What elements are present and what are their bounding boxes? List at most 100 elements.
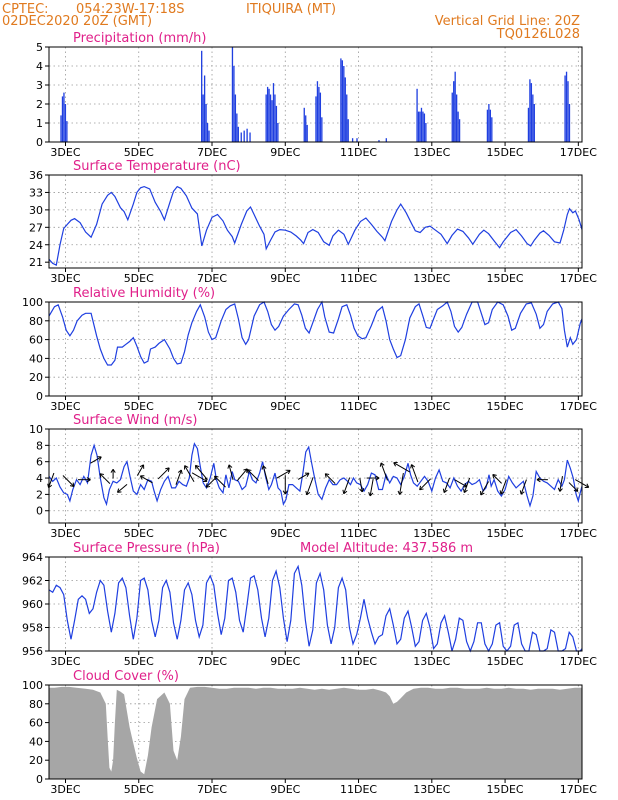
wind-arrow-head (442, 488, 445, 493)
wind-arrow-13 (194, 464, 208, 481)
wind-arrow-head (492, 474, 495, 479)
wind-arrow-head (379, 462, 382, 467)
wind-arrow-head (519, 490, 522, 495)
wind-arrow-33 (419, 478, 432, 491)
wind-arrow-shaft (343, 477, 351, 494)
x-tick-label: 11DEC (340, 783, 377, 796)
wind-arrow-8 (139, 475, 153, 484)
wind-arrow-shaft (99, 473, 111, 484)
panel-5: Surface Pressure (hPa) 956 958 960 962 964 3DE… (22, 541, 597, 668)
precip-bar-31 (305, 115, 307, 142)
x-tick-label: 17DEC (560, 783, 597, 796)
wind-arrow-head (195, 464, 200, 468)
y-tick-label: 4 (36, 60, 43, 73)
precip-bar-54 (425, 123, 427, 142)
y-tick-label: 20 (29, 754, 43, 767)
x-tick-label: 15DEC (487, 527, 524, 540)
model-altitude-label: Model Altitude: 437.586 m (300, 541, 473, 556)
precip-bar-34 (316, 81, 319, 142)
precip-bar-57 (454, 71, 456, 142)
precip-bar-28 (275, 105, 278, 142)
wind-arrow-shaft (205, 477, 217, 488)
wind-arrow-22 (297, 472, 310, 480)
precip-bar-25 (271, 100, 273, 142)
precip-bar-8 (203, 75, 206, 142)
cloud-cover-area (49, 686, 582, 779)
wind-arrow-shaft (380, 462, 388, 481)
x-tick-label: 17DEC (560, 146, 597, 159)
precip-bar-26 (272, 83, 275, 142)
wind-arrow-head (287, 470, 291, 475)
x-tick-label: 15DEC (487, 655, 524, 668)
wind-arrow-12 (191, 472, 208, 483)
wind-arrow-4 (99, 473, 111, 484)
precip-bar-62 (488, 104, 490, 142)
wind-arrow-5 (110, 468, 116, 479)
x-tick-label: 7DEC (197, 655, 227, 668)
panel-frame (48, 428, 583, 524)
wind-arrow-head (47, 483, 50, 488)
wind-arrow-shaft (454, 479, 468, 488)
wind-arrow-42 (557, 476, 563, 492)
x-tick-label: 13DEC (413, 527, 450, 540)
wind-arrow-shaft (568, 482, 579, 492)
x-tick-label: 3DEC (50, 527, 80, 540)
x-tick-label: 13DEC (413, 655, 450, 668)
wind-arrow-shaft (419, 478, 432, 491)
y-tick-label: 27 (29, 221, 43, 234)
y-tick-label: 10 (29, 423, 43, 436)
wind-arrow-shaft (399, 472, 404, 495)
y-tick-label: 36 (29, 169, 43, 182)
wind-arrow-head (306, 473, 310, 478)
precip-bar-17 (240, 132, 242, 142)
wind-arrow-head (305, 490, 308, 495)
wind-arrow-shaft (140, 475, 153, 484)
wind-arrow-head (586, 483, 590, 488)
wind-arrow-head (464, 489, 468, 493)
wind-arrow-head (410, 464, 412, 469)
precip-bar-18 (243, 130, 245, 142)
y-tick-label: 30 (29, 204, 43, 217)
y-tick-label: 3 (36, 79, 43, 92)
wind-arrow-head (227, 464, 230, 469)
precip-bar-71 (565, 71, 568, 142)
precip-bar-42 (346, 94, 348, 142)
precip-bar-14 (234, 94, 237, 142)
wind-arrow-head (324, 473, 327, 478)
x-tick-label: 5DEC (124, 783, 154, 796)
y-tick-label: 2 (36, 98, 43, 111)
wind-arrow-head (112, 468, 116, 473)
wind-arrow-head (69, 485, 75, 488)
wind-arrow-head (206, 485, 211, 488)
y-tick-label: 956 (22, 645, 43, 658)
wind-arrow-shaft (463, 477, 471, 493)
wind-arrow-head (536, 479, 541, 483)
header-station: ITIQUIRA (MT) (246, 2, 336, 17)
wind-arrow-shaft (90, 456, 102, 464)
wind-arrow-29 (379, 462, 388, 481)
wind-arrow-head (462, 488, 465, 493)
wind-arrow-shaft (157, 467, 170, 480)
wind-arrow-head (99, 473, 104, 476)
precip-bar-23 (268, 88, 270, 142)
wind-arrow-27 (366, 475, 380, 481)
wind-arrow-head (282, 490, 286, 495)
wind-arrow-head (393, 462, 396, 467)
wind-arrow-24 (324, 473, 336, 484)
wind-arrow-head (139, 464, 144, 468)
series-line-3 (48, 300, 583, 366)
wind-arrow-head (361, 488, 365, 493)
precip-bar-22 (266, 86, 269, 142)
x-tick-label: 5DEC (124, 146, 154, 159)
wind-arrow-14 (205, 477, 217, 488)
wind-arrow-shaft (393, 462, 411, 473)
x-tick-label: 3DEC (50, 655, 80, 668)
wind-arrow-shaft (191, 472, 208, 482)
precip-bar-30 (303, 107, 305, 142)
panel-title: Precipitation (mm/h) (73, 31, 206, 46)
wind-arrow-26 (359, 478, 365, 493)
x-tick-label: 7DEC (197, 146, 227, 159)
precip-bar-47 (385, 138, 387, 142)
wind-arrow-head (375, 475, 380, 479)
